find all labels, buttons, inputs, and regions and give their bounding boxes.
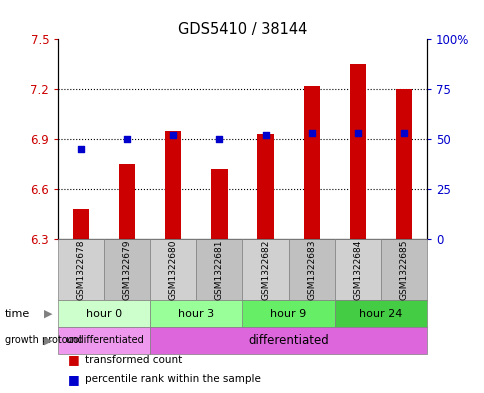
Point — [353, 130, 361, 136]
Text: hour 0: hour 0 — [86, 309, 122, 319]
Point — [307, 130, 315, 136]
Text: ▶: ▶ — [44, 335, 53, 345]
Bar — [73, 209, 89, 239]
Text: GSM1322683: GSM1322683 — [306, 240, 316, 300]
Bar — [395, 89, 411, 239]
Text: undifferentiated: undifferentiated — [65, 335, 143, 345]
Text: percentile rank within the sample: percentile rank within the sample — [85, 374, 260, 384]
Text: GSM1322680: GSM1322680 — [168, 240, 178, 300]
Bar — [165, 131, 181, 239]
Text: growth protocol: growth protocol — [5, 335, 81, 345]
Point — [169, 132, 177, 138]
Text: hour 9: hour 9 — [270, 309, 306, 319]
Point — [215, 136, 223, 142]
Text: ▶: ▶ — [44, 309, 53, 319]
Text: transformed count: transformed count — [85, 354, 182, 365]
Bar — [349, 64, 365, 239]
Point — [77, 146, 85, 152]
Text: hour 3: hour 3 — [178, 309, 214, 319]
Text: GSM1322682: GSM1322682 — [260, 240, 270, 300]
Text: ■: ■ — [68, 353, 79, 366]
Text: hour 24: hour 24 — [358, 309, 402, 319]
Title: GDS5410 / 38144: GDS5410 / 38144 — [178, 22, 306, 37]
Bar — [119, 164, 135, 239]
Text: GSM1322685: GSM1322685 — [398, 240, 408, 300]
Text: time: time — [5, 309, 30, 319]
Bar — [257, 134, 273, 239]
Text: GSM1322679: GSM1322679 — [122, 240, 132, 300]
Point — [123, 136, 131, 142]
Bar — [303, 86, 319, 239]
Point — [399, 130, 407, 136]
Text: differentiated: differentiated — [248, 334, 328, 347]
Text: ■: ■ — [68, 373, 79, 386]
Text: GSM1322681: GSM1322681 — [214, 240, 224, 300]
Point — [261, 132, 269, 138]
Text: GSM1322678: GSM1322678 — [76, 240, 86, 300]
Bar — [211, 169, 227, 239]
Text: GSM1322684: GSM1322684 — [352, 240, 362, 300]
